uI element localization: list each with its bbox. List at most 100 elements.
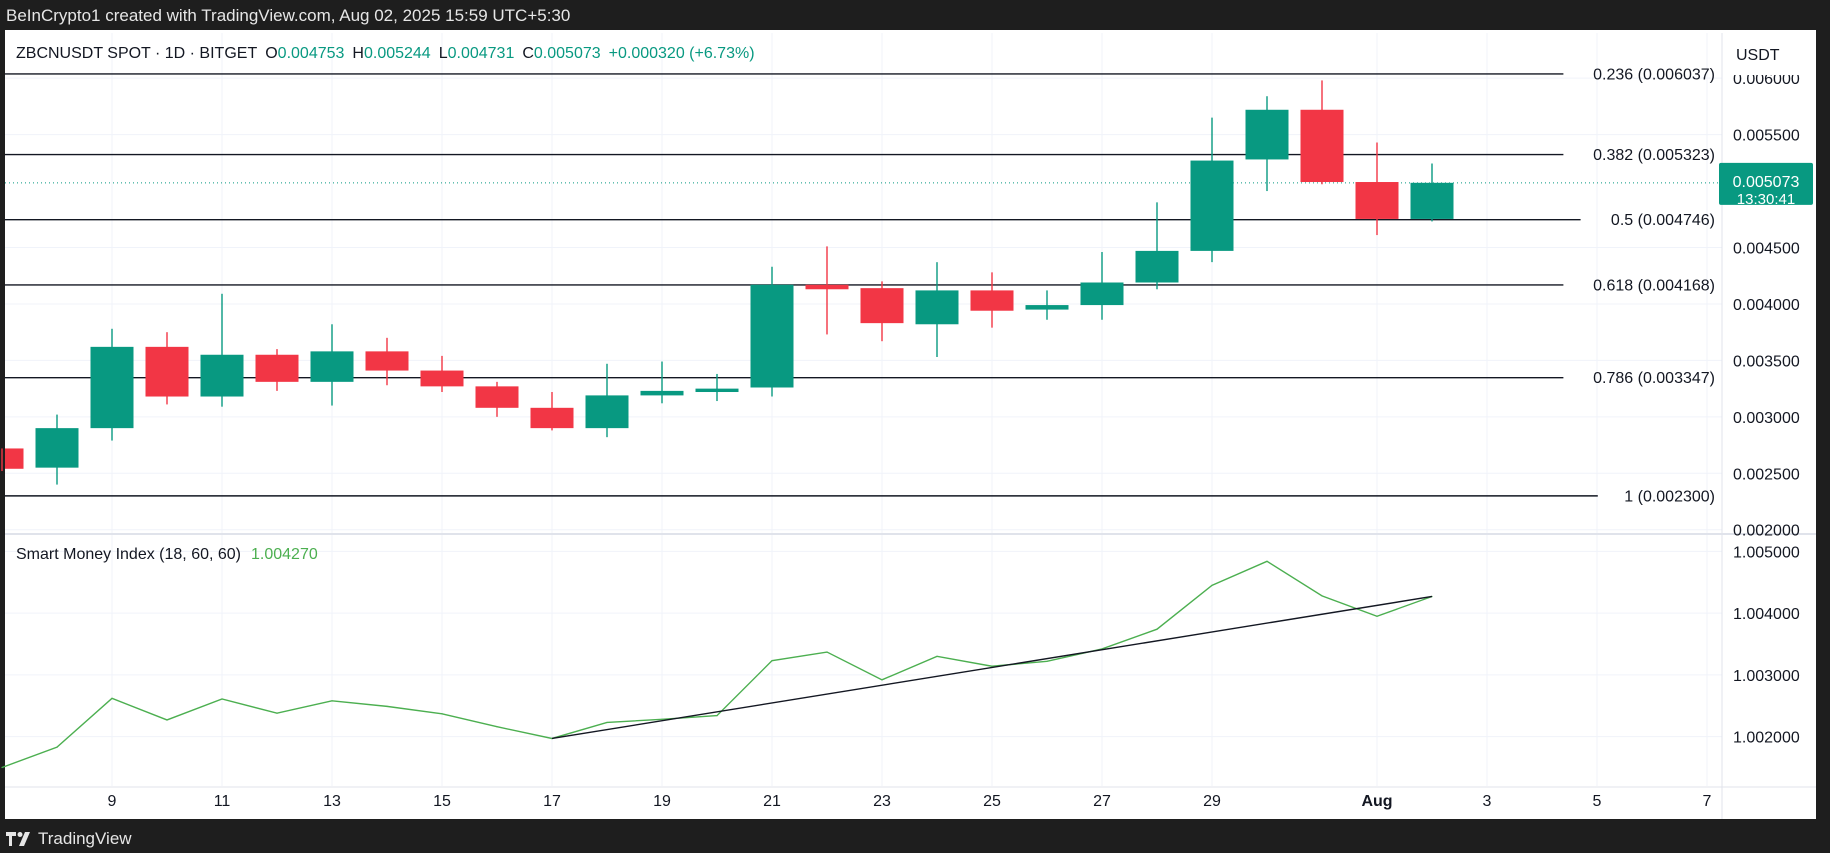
smi-point [716, 715, 718, 717]
price-axis-label: 0.004000 [1733, 297, 1800, 314]
fib-level-label: 0.236 (0.006037) [1593, 66, 1715, 83]
smi-point [1321, 595, 1323, 597]
smi-point [496, 726, 498, 728]
legend-spacer [431, 45, 439, 62]
price-axis-label: 0.005500 [1733, 128, 1800, 145]
change-value: +0.000320 (+6.73%) [609, 45, 755, 62]
ohlc-legend: ZBCNUSDT SPOT · 1D · BITGET O0.004753 H0… [16, 45, 755, 62]
smi-point [56, 746, 58, 748]
candle-body [35, 428, 79, 468]
smi-last-value: 1.004270 [251, 546, 318, 563]
smi-axis-label: 1.004000 [1733, 606, 1800, 623]
time-axis-label: 9 [108, 793, 117, 810]
fib-level-label: 0.786 (0.003347) [1593, 370, 1715, 387]
legend-spacer [601, 45, 609, 62]
legend-spacer [344, 45, 352, 62]
smi-point [881, 679, 883, 681]
smi-point [221, 698, 223, 700]
smi-point [936, 655, 938, 657]
smi-point [1156, 628, 1158, 630]
footer: TradingView [6, 828, 132, 850]
candle-body [1135, 250, 1179, 283]
candle-body [750, 284, 794, 388]
currency-box [1723, 33, 1815, 75]
smi-axis-label: 1.003000 [1733, 668, 1800, 685]
smi-trendline [551, 595, 1433, 740]
candle-body [90, 346, 134, 429]
smi-point [1266, 560, 1268, 562]
candle-body [1080, 282, 1124, 306]
candle-body [1410, 182, 1454, 219]
close-label: C [522, 45, 534, 62]
time-axis-label: 5 [1593, 793, 1602, 810]
candle-body [1025, 305, 1069, 310]
time-axis-label: 7 [1703, 793, 1712, 810]
price-axis-label: 0.006000 [1733, 71, 1800, 88]
symbol-label: ZBCNUSDT SPOT · 1D · BITGET [16, 45, 257, 62]
candle-body [640, 390, 684, 396]
candle-body [310, 351, 354, 382]
footer-brand: TradingView [38, 829, 132, 848]
smi-point [991, 665, 993, 667]
low-label: L [439, 45, 448, 62]
smi-point [276, 712, 278, 714]
candle-body [145, 346, 189, 397]
candle-body [5, 448, 24, 469]
low-value: 0.004731 [448, 45, 515, 62]
smi-legend: Smart Money Index (18, 60, 60) 1.004270 [16, 546, 318, 563]
smi-point [771, 660, 773, 662]
smi-axis-label: 1.002000 [1733, 730, 1800, 747]
time-axis-label: 27 [1093, 793, 1111, 810]
tradingview-logo-icon [6, 832, 30, 846]
smi-point [1211, 584, 1213, 586]
candle-body [1300, 109, 1344, 183]
smi-point [331, 700, 333, 702]
candle-body [365, 351, 409, 371]
candle-body [585, 395, 629, 429]
high-value: 0.005244 [364, 45, 431, 62]
time-axis-label: 21 [763, 793, 781, 810]
time-axis-label: 15 [433, 793, 451, 810]
smi-point [111, 697, 113, 699]
smi-point [826, 651, 828, 653]
candle-body [1355, 182, 1399, 219]
fib-level-label: 0.5 (0.004746) [1611, 212, 1715, 229]
high-label: H [352, 45, 364, 62]
smi-axis-label: 1.005000 [1733, 544, 1800, 561]
open-value: 0.004753 [278, 45, 345, 62]
candle-body [255, 354, 299, 382]
header-caption: BeInCrypto1 created with TradingView.com… [6, 6, 571, 25]
time-axis-label: 23 [873, 793, 891, 810]
smi-point [1, 766, 3, 769]
time-axis-label: 17 [543, 793, 561, 810]
candle-body [420, 370, 464, 387]
smi-point [441, 713, 443, 715]
price-axis-label: 0.002000 [1733, 523, 1800, 540]
smi-point [386, 705, 388, 707]
candle-body [200, 354, 244, 397]
time-axis-label: 11 [214, 793, 231, 810]
price-axis-label: 0.002500 [1733, 466, 1800, 483]
price-axis-label: 0.003000 [1733, 410, 1800, 427]
last-price-value: 0.005073 [1733, 174, 1800, 191]
smi-title: Smart Money Index (18, 60, 60) [16, 546, 241, 563]
close-value: 0.005073 [534, 45, 601, 62]
time-axis-label: 25 [983, 793, 1001, 810]
candle-body [805, 284, 849, 290]
chart-panel[interactable] [5, 30, 1816, 819]
smi-point [1046, 660, 1048, 662]
currency-label: USDT [1736, 47, 1780, 64]
price-axis-label: 0.003500 [1733, 353, 1800, 370]
candle-body [695, 388, 739, 393]
candle-body [1190, 160, 1234, 251]
smi-point [606, 721, 608, 724]
candle-body [860, 288, 904, 324]
legend-spacer [514, 45, 522, 62]
smi-point [1376, 615, 1378, 617]
time-axis-label: 3 [1483, 793, 1492, 810]
time-axis-label: 13 [323, 793, 341, 810]
legend-spacer [257, 45, 265, 62]
time-axis-label: Aug [1361, 793, 1392, 810]
